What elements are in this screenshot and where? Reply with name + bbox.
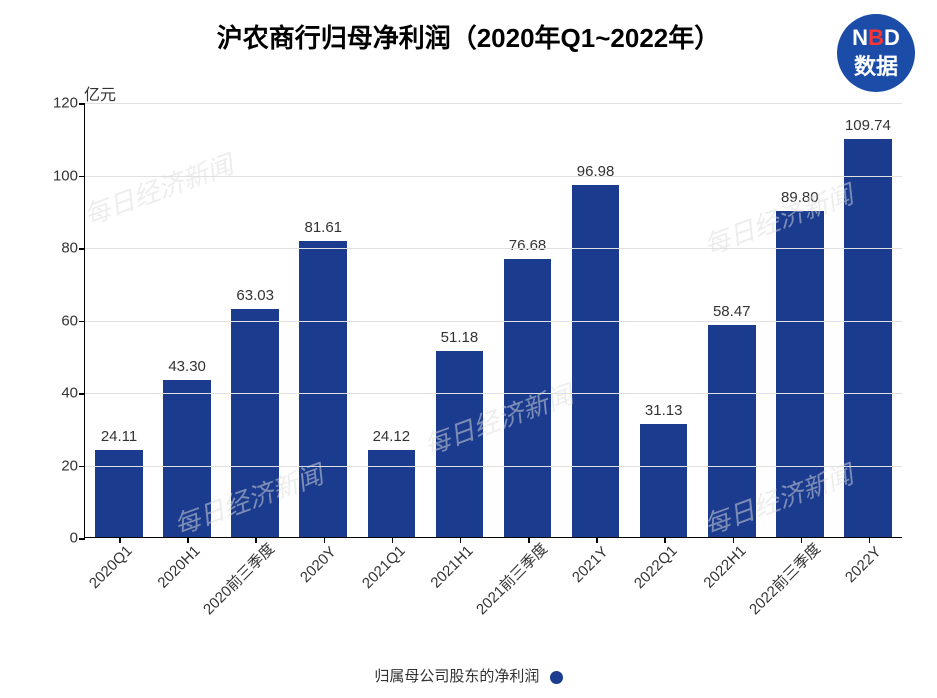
bar-value-label: 31.13: [645, 402, 683, 419]
x-axis-label: 2021Q1: [359, 542, 409, 592]
x-axis-label: 2021H1: [427, 542, 476, 591]
bar: 24.12: [368, 450, 416, 537]
x-axis-label: 2020H1: [155, 542, 204, 591]
bar: 31.13: [640, 424, 688, 537]
bar-value-label: 96.98: [577, 163, 615, 180]
bar-value-label: 81.61: [304, 219, 342, 236]
x-axis-label: 2021Y: [569, 543, 612, 586]
y-tick-label: 80: [61, 240, 78, 257]
y-tick-label: 40: [61, 385, 78, 402]
legend: 归属母公司股东的净利润: [0, 665, 937, 686]
bar: 43.30: [163, 380, 211, 537]
y-axis-tick: [79, 538, 85, 540]
y-axis-tick: [79, 466, 85, 468]
y-axis-tick: [79, 103, 85, 105]
bar-value-label: 43.30: [168, 358, 206, 375]
bar: 76.68: [504, 259, 552, 537]
y-axis-tick: [79, 176, 85, 178]
logo-line1: NBD: [852, 25, 900, 51]
x-label-group: 2022Y: [834, 543, 902, 663]
x-axis-label: 2020Q1: [86, 542, 136, 592]
bar-value-label: 76.68: [509, 237, 547, 254]
bar: 96.98: [572, 185, 620, 537]
bar: 63.03: [231, 309, 279, 537]
legend-marker: [550, 671, 563, 684]
title-bar: 沪农商行归母净利润（2020年Q1~2022年）: [0, 0, 937, 65]
y-tick-label: 120: [53, 95, 78, 112]
y-tick-label: 60: [61, 312, 78, 329]
x-label-group: 2022前三季度: [766, 543, 834, 663]
bar-value-label: 24.12: [373, 428, 411, 445]
x-axis-label: 2022Q1: [631, 542, 681, 592]
x-label-group: 2021Y: [561, 543, 629, 663]
chart: 亿元 020406080100120 24.1143.3063.0381.612…: [50, 85, 902, 555]
x-label-group: 2020Q1: [84, 543, 152, 663]
y-tick-label: 20: [61, 457, 78, 474]
bar: 81.61: [299, 241, 347, 537]
x-label-group: 2021Q1: [357, 543, 425, 663]
bar-value-label: 109.74: [845, 117, 891, 134]
y-tick-label: 0: [70, 530, 78, 547]
bar: 58.47: [708, 325, 756, 537]
bar: 24.11: [95, 450, 143, 537]
x-axis-label: 2022H1: [700, 542, 749, 591]
x-axis-labels: 2020Q1 2020H1 2020前三季度2020Y 2021Q1 2021H1 202…: [84, 543, 902, 663]
y-axis-unit: 亿元: [84, 81, 116, 105]
y-axis-tick: [79, 393, 85, 395]
logo-line2: 数据: [854, 49, 898, 81]
grid-line: [85, 103, 902, 104]
x-axis-label: 2020Y: [297, 543, 340, 586]
chart-title: 沪农商行归母净利润（2020年Q1~2022年）: [30, 18, 907, 55]
bar-value-label: 89.80: [781, 189, 819, 206]
y-axis-tick: [79, 321, 85, 323]
x-label-group: 2021前三季度: [493, 543, 561, 663]
bar-value-label: 58.47: [713, 303, 751, 320]
grid-line: [85, 321, 902, 322]
grid-line: [85, 393, 902, 394]
x-label-group: 2022Q1: [629, 543, 697, 663]
bar-value-label: 63.03: [236, 287, 274, 304]
bar: 51.18: [436, 351, 484, 537]
plot-area: 24.11 43.30 63.03 81.61 24.12 51.18 76.68 96.98…: [84, 103, 902, 538]
x-axis-label: 2022Y: [842, 543, 885, 586]
grid-line: [85, 176, 902, 177]
grid-line: [85, 248, 902, 249]
bar-value-label: 51.18: [441, 329, 479, 346]
y-tick-label: 100: [53, 167, 78, 184]
bar-value-label: 24.11: [101, 428, 137, 445]
bar: 109.74: [844, 139, 892, 537]
bar: 89.80: [776, 211, 824, 537]
nbd-logo: NBD 数据: [837, 14, 915, 92]
y-axis-tick: [79, 248, 85, 250]
legend-label: 归属母公司股东的净利润: [374, 668, 539, 685]
grid-line: [85, 466, 902, 467]
x-label-group: 2020前三季度: [220, 543, 288, 663]
x-label-group: 2020Y: [289, 543, 357, 663]
